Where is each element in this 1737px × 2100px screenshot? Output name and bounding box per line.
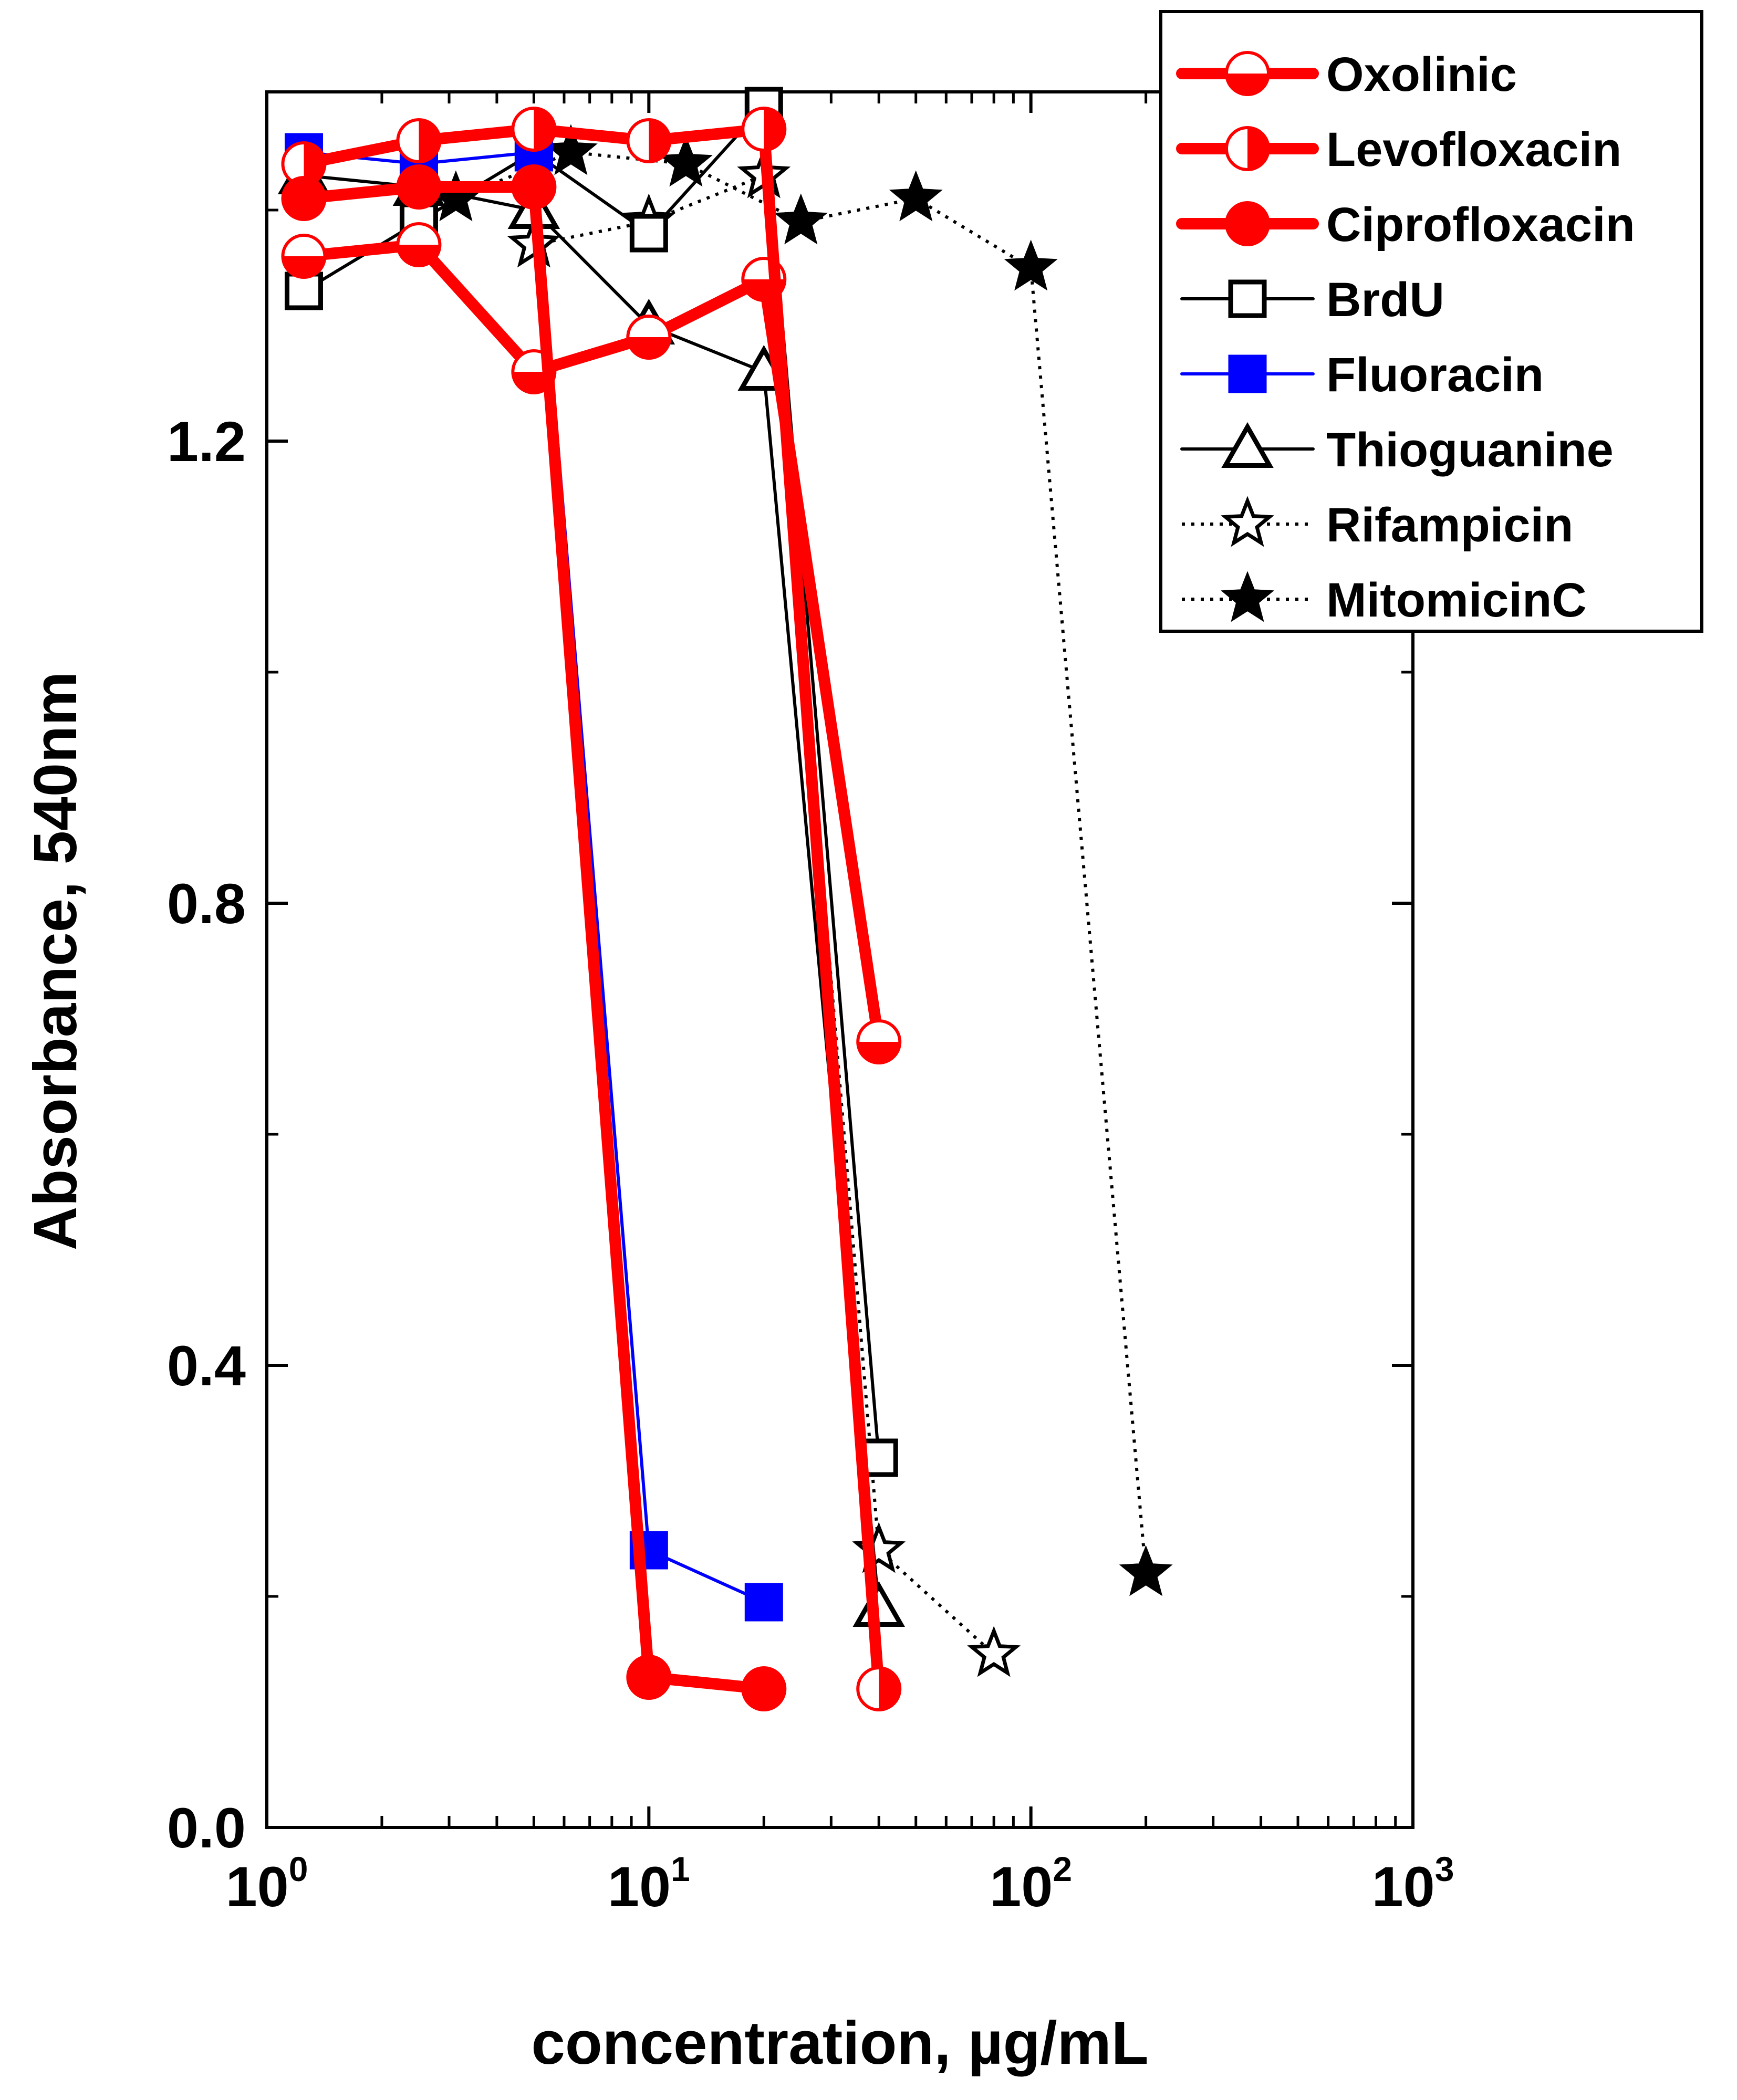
data-point-rifampicin [852, 1522, 906, 1573]
data-point-ciprofloxacin [511, 164, 557, 210]
legend-marker [1225, 126, 1270, 171]
data-point-ciprofloxacin [741, 1666, 787, 1711]
data-point-oxolinic [856, 1019, 902, 1064]
x-tick-label: 103 [1372, 1850, 1454, 1918]
x-tick-base: 10 [990, 1855, 1053, 1918]
legend-marker [1225, 51, 1270, 96]
data-point-oxolinic [396, 222, 442, 267]
data-point-mitomicinc [544, 124, 598, 175]
x-tick-base: 10 [226, 1855, 289, 1918]
data-point-levofloxacin [511, 107, 557, 152]
x-tick-exponent: 1 [671, 1850, 690, 1888]
legend-entry-levofloxacin: Levofloxacin [1176, 123, 1621, 176]
data-point-levofloxacin [626, 118, 672, 163]
legend-label: Levofloxacin [1326, 123, 1621, 176]
series-layer [277, 87, 1173, 1711]
data-point-ciprofloxacin [281, 176, 327, 221]
legend-label: Thioguanine [1326, 423, 1614, 477]
data-point-ciprofloxacin [626, 1655, 672, 1700]
series-line-rifampicin [533, 174, 995, 1656]
x-axis-title: concentration, µg/mL [531, 2009, 1148, 2077]
data-point-mitomicinc [659, 135, 713, 187]
legend-marker [1228, 354, 1267, 393]
x-tick-exponent: 3 [1435, 1850, 1454, 1888]
data-point-oxolinic [626, 315, 672, 360]
data-point-brdu [629, 214, 668, 253]
data-point-fluoracin [744, 1583, 783, 1622]
data-point-oxolinic [281, 234, 327, 279]
legend: Oxolinic Levofloxacin Ciprofloxacin BrdU Flu… [1159, 10, 1703, 633]
series-ciprofloxacin [281, 164, 787, 1711]
legend-entry-mitomicinc: MitomicinC [1182, 571, 1587, 627]
data-point-mitomicinc [889, 170, 943, 222]
data-point-mitomicinc [774, 193, 828, 245]
legend-marker [1221, 571, 1274, 622]
legend-entry-fluoracin: Fluoracin [1180, 348, 1544, 402]
data-point-brdu [284, 271, 323, 310]
legend-marker [1228, 279, 1267, 318]
data-point-mitomicinc [1004, 239, 1058, 291]
data-point-levofloxacin [856, 1666, 902, 1711]
y-axis-title: Absorbance, 540nm [21, 672, 89, 1250]
legend-label: Rifampicin [1326, 498, 1573, 552]
x-tick-exponent: 2 [1053, 1850, 1072, 1888]
x-tick-label: 101 [608, 1850, 690, 1918]
data-point-levofloxacin [281, 141, 327, 186]
legend-entry-oxolinic: Oxolinic [1176, 48, 1517, 101]
data-point-mitomicinc [1119, 1545, 1173, 1596]
legend-entry-brdu: BrdU [1180, 273, 1444, 327]
legend-marker [1221, 422, 1274, 468]
y-tick-label: 0.4 [167, 1334, 246, 1397]
data-point-ciprofloxacin [396, 164, 442, 210]
y-tick-label: 0.8 [167, 872, 246, 935]
plot-frame [265, 90, 1414, 1829]
x-tick-exponent: 0 [289, 1850, 308, 1888]
x-tick-label: 102 [990, 1850, 1072, 1918]
legend-entry-thioguanine: Thioguanine [1180, 422, 1614, 477]
legend-label: Fluoracin [1326, 348, 1544, 402]
legend-label: BrdU [1326, 273, 1444, 327]
y-tick-label: 1.2 [167, 410, 246, 473]
legend-label: Ciprofloxacin [1326, 198, 1635, 252]
legend-label: MitomicinC [1326, 573, 1587, 627]
legend-label: Oxolinic [1326, 48, 1517, 101]
data-point-levofloxacin [741, 107, 787, 152]
series-levofloxacin [281, 107, 902, 1711]
data-point-levofloxacin [396, 118, 442, 163]
series-mitomicinc [429, 124, 1173, 1596]
x-tick-base: 10 [608, 1855, 671, 1918]
legend-marker [1221, 496, 1274, 547]
data-point-rifampicin [967, 1626, 1021, 1677]
legend-marker [1225, 201, 1270, 246]
y-tick-label: 0.0 [167, 1796, 246, 1859]
legend-entry-ciprofloxacin: Ciprofloxacin [1176, 198, 1635, 252]
x-tick-base: 10 [1372, 1855, 1435, 1918]
legend-entry-rifampicin: Rifampicin [1182, 496, 1573, 552]
x-tick-label: 100 [226, 1850, 308, 1918]
legend-entries: Oxolinic Levofloxacin Ciprofloxacin BrdU Flu… [1176, 48, 1635, 627]
